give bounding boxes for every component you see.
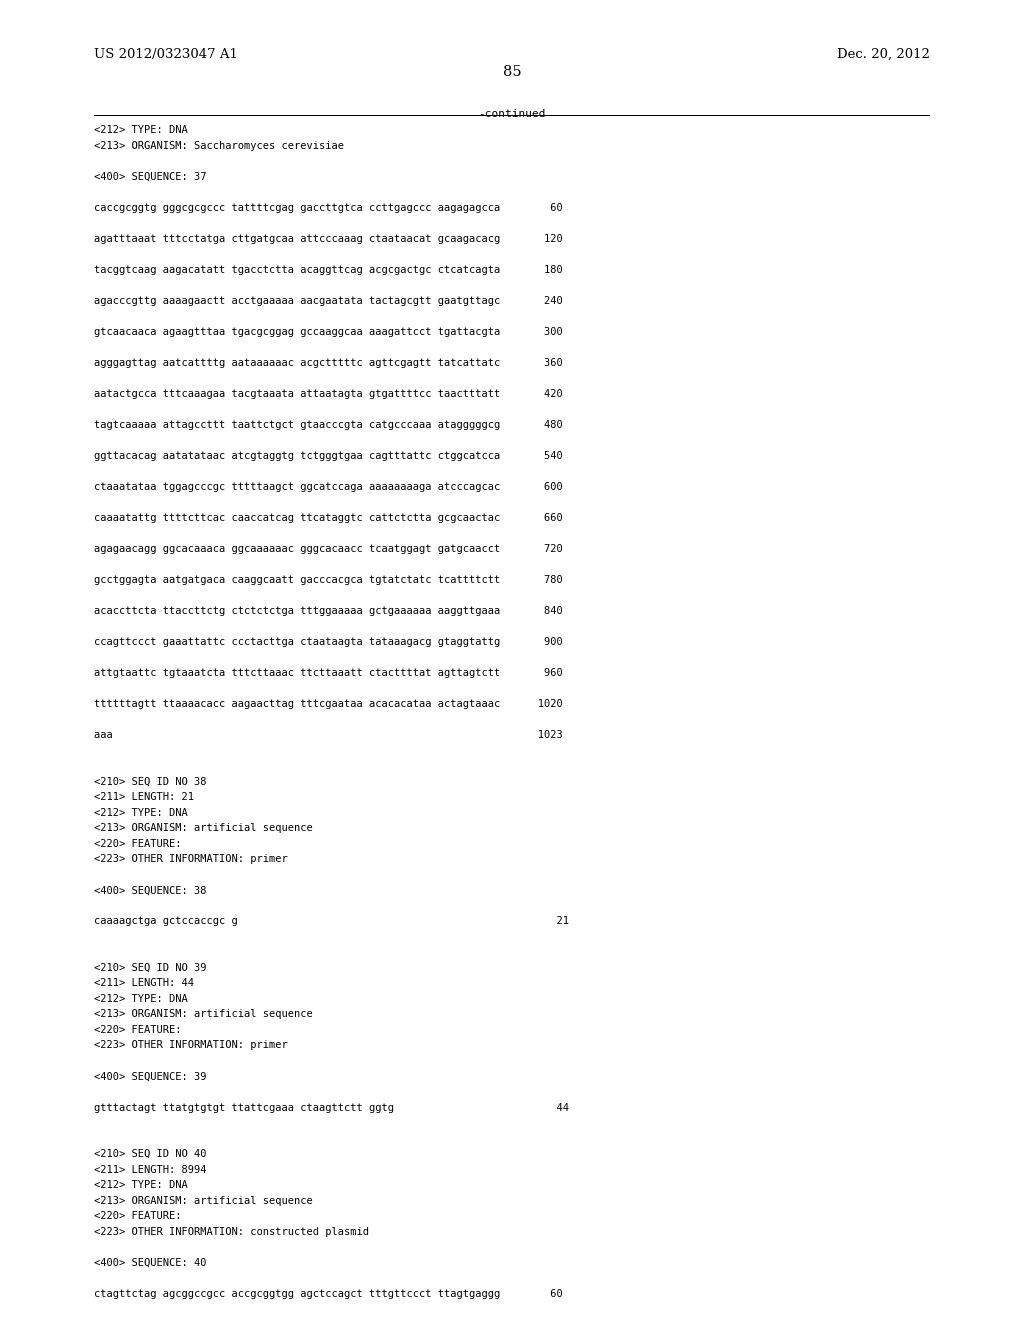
Text: <220> FEATURE:: <220> FEATURE: (94, 1024, 181, 1035)
Text: <213> ORGANISM: artificial sequence: <213> ORGANISM: artificial sequence (94, 824, 313, 833)
Text: Dec. 20, 2012: Dec. 20, 2012 (837, 49, 930, 61)
Text: gcctggagta aatgatgaca caaggcaatt gacccacgca tgtatctatc tcattttctt       780: gcctggagta aatgatgaca caaggcaatt gacccac… (94, 576, 563, 585)
Text: <400> SEQUENCE: 37: <400> SEQUENCE: 37 (94, 172, 207, 182)
Text: ggttacacag aatatataac atcgtaggtg tctgggtgaa cagtttattc ctggcatcca       540: ggttacacag aatatataac atcgtaggtg tctgggt… (94, 451, 563, 461)
Text: <210> SEQ ID NO 40: <210> SEQ ID NO 40 (94, 1148, 207, 1159)
Text: <212> TYPE: DNA: <212> TYPE: DNA (94, 125, 188, 136)
Text: ttttttagtt ttaaaacacc aagaacttag tttcgaataa acacacataa actagtaaac      1020: ttttttagtt ttaaaacacc aagaacttag tttcgaa… (94, 700, 563, 709)
Text: <213> ORGANISM: artificial sequence: <213> ORGANISM: artificial sequence (94, 1010, 313, 1019)
Text: caaaagctga gctccaccgc g                                                   21: caaaagctga gctccaccgc g 21 (94, 916, 569, 927)
Text: <210> SEQ ID NO 39: <210> SEQ ID NO 39 (94, 962, 207, 973)
Text: aatactgcca tttcaaagaa tacgtaaata attaatagta gtgattttcc taactttatt       420: aatactgcca tttcaaagaa tacgtaaata attaata… (94, 389, 563, 399)
Text: 85: 85 (503, 65, 521, 79)
Text: <220> FEATURE:: <220> FEATURE: (94, 840, 181, 849)
Text: <223> OTHER INFORMATION: constructed plasmid: <223> OTHER INFORMATION: constructed pla… (94, 1226, 370, 1237)
Text: agatttaaat tttcctatga cttgatgcaa attcccaaag ctaataacat gcaagacacg       120: agatttaaat tttcctatga cttgatgcaa attccca… (94, 234, 563, 244)
Text: <210> SEQ ID NO 38: <210> SEQ ID NO 38 (94, 776, 207, 787)
Text: <400> SEQUENCE: 38: <400> SEQUENCE: 38 (94, 886, 207, 895)
Text: ctagttctag agcggccgcc accgcggtgg agctccagct tttgttccct ttagtgaggg        60: ctagttctag agcggccgcc accgcggtgg agctcca… (94, 1288, 563, 1299)
Text: agggagttag aatcattttg aataaaaaac acgctttttc agttcgagtt tatcattatc       360: agggagttag aatcattttg aataaaaaac acgcttt… (94, 358, 563, 368)
Text: gtcaacaaca agaagtttaa tgacgcggag gccaaggcaa aaagattcct tgattacgta       300: gtcaacaaca agaagtttaa tgacgcggag gccaagg… (94, 327, 563, 337)
Text: <400> SEQUENCE: 39: <400> SEQUENCE: 39 (94, 1072, 207, 1081)
Text: attgtaattc tgtaaatcta tttcttaaac ttcttaaatt ctacttttat agttagtctt       960: attgtaattc tgtaaatcta tttcttaaac ttcttaa… (94, 668, 563, 678)
Text: <220> FEATURE:: <220> FEATURE: (94, 1212, 181, 1221)
Text: US 2012/0323047 A1: US 2012/0323047 A1 (94, 49, 239, 61)
Text: caaaatattg ttttcttcac caaccatcag ttcataggtc cattctctta gcgcaactac       660: caaaatattg ttttcttcac caaccatcag ttcatag… (94, 513, 563, 523)
Text: agagaacagg ggcacaaaca ggcaaaaaac gggcacaacc tcaatggagt gatgcaacct       720: agagaacagg ggcacaaaca ggcaaaaaac gggcaca… (94, 544, 563, 554)
Text: ccagttccct gaaattattc ccctacttga ctaataagta tataaagacg gtaggtattg       900: ccagttccct gaaattattc ccctacttga ctaataa… (94, 638, 563, 647)
Text: <212> TYPE: DNA: <212> TYPE: DNA (94, 1180, 188, 1191)
Text: <211> LENGTH: 8994: <211> LENGTH: 8994 (94, 1164, 207, 1175)
Text: acaccttcta ttaccttctg ctctctctga tttggaaaaa gctgaaaaaa aaggttgaaa       840: acaccttcta ttaccttctg ctctctctga tttggaa… (94, 606, 563, 616)
Text: ctaaatataa tggagcccgc tttttaagct ggcatccaga aaaaaaaaga atcccagcac       600: ctaaatataa tggagcccgc tttttaagct ggcatcc… (94, 482, 563, 492)
Text: <223> OTHER INFORMATION: primer: <223> OTHER INFORMATION: primer (94, 854, 288, 865)
Text: tagtcaaaaa attagccttt taattctgct gtaacccgta catgcccaaa atagggggcg       480: tagtcaaaaa attagccttt taattctgct gtaaccc… (94, 420, 563, 430)
Text: caccgcggtg gggcgcgccc tattttcgag gaccttgtca ccttgagccc aagagagcca        60: caccgcggtg gggcgcgccc tattttcgag gaccttg… (94, 203, 563, 213)
Text: tacggtcaag aagacatatt tgacctctta acaggttcag acgcgactgc ctcatcagta       180: tacggtcaag aagacatatt tgacctctta acaggtt… (94, 265, 563, 275)
Text: <213> ORGANISM: Saccharomyces cerevisiae: <213> ORGANISM: Saccharomyces cerevisiae (94, 141, 344, 150)
Text: <212> TYPE: DNA: <212> TYPE: DNA (94, 994, 188, 1005)
Text: -continued: -continued (478, 110, 546, 119)
Text: gtttactagt ttatgtgtgt ttattcgaaa ctaagttctt ggtg                          44: gtttactagt ttatgtgtgt ttattcgaaa ctaagtt… (94, 1102, 569, 1113)
Text: <223> OTHER INFORMATION: primer: <223> OTHER INFORMATION: primer (94, 1040, 288, 1051)
Text: <211> LENGTH: 21: <211> LENGTH: 21 (94, 792, 195, 803)
Text: aaa                                                                    1023: aaa 1023 (94, 730, 563, 741)
Text: <213> ORGANISM: artificial sequence: <213> ORGANISM: artificial sequence (94, 1196, 313, 1205)
Text: <212> TYPE: DNA: <212> TYPE: DNA (94, 808, 188, 818)
Text: <400> SEQUENCE: 40: <400> SEQUENCE: 40 (94, 1258, 207, 1267)
Text: agacccgttg aaaagaactt acctgaaaaa aacgaatata tactagcgtt gaatgttagc       240: agacccgttg aaaagaactt acctgaaaaa aacgaat… (94, 296, 563, 306)
Text: <211> LENGTH: 44: <211> LENGTH: 44 (94, 978, 195, 989)
